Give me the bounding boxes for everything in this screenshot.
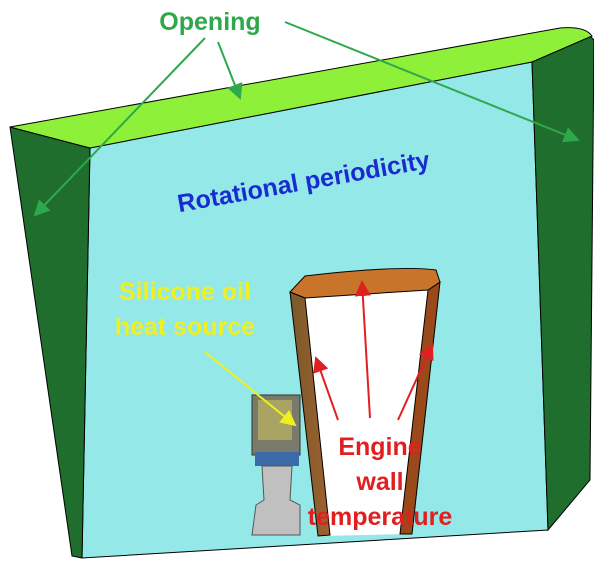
- left-face: [10, 127, 90, 558]
- engine-wall-label: temperature: [308, 503, 453, 531]
- opening-label: Opening: [159, 8, 260, 36]
- engine-wall-label: wall: [355, 468, 403, 496]
- heat-source-label: Silicone oil: [119, 278, 251, 306]
- model: [10, 28, 594, 558]
- engine-wall-label: Engine: [338, 433, 421, 461]
- heater-part: [252, 395, 300, 535]
- diagram: Opening Rotational periodicity Silicone …: [0, 0, 594, 571]
- heat-source-label: heat source: [115, 313, 255, 341]
